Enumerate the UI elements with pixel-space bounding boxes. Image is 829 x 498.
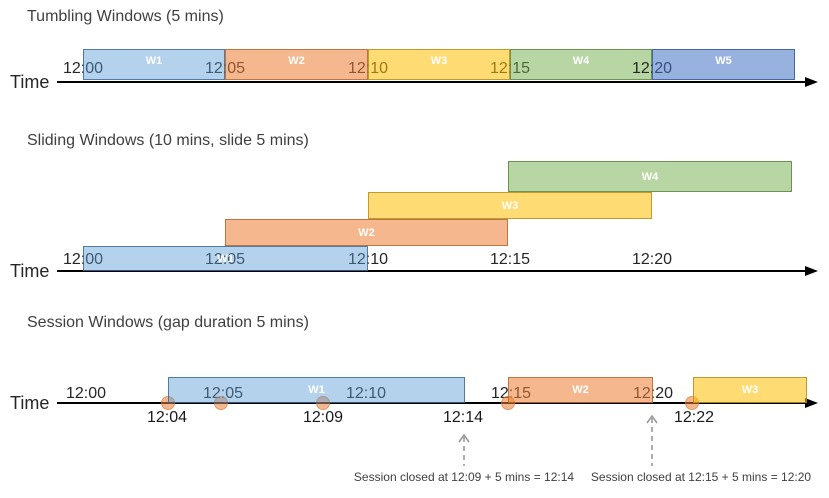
window-label: W3 xyxy=(430,55,448,67)
sliding-window-w2: W2 xyxy=(225,219,508,246)
tumbling-time-axis xyxy=(57,81,807,83)
event-time-label-1222: 12:22 xyxy=(673,409,715,426)
session-close-annotation-1: Session closed at 12:09 + 5 mins = 12:14 xyxy=(353,470,575,484)
window-label: W4 xyxy=(572,55,590,67)
session-close-annotation-2: Session closed at 12:15 + 5 mins = 12:20 xyxy=(590,470,812,484)
sliding-axis-arrowhead-icon xyxy=(805,266,818,276)
window-label: W1 xyxy=(308,384,325,396)
sliding-time-axis xyxy=(57,270,807,272)
event-marker-1209 xyxy=(316,396,330,410)
session-window-w3: W3 xyxy=(693,377,807,403)
tumbling-time-axis-label: Time xyxy=(10,72,50,92)
session-time-axis xyxy=(57,402,807,404)
sliding-window-w3: W3 xyxy=(368,192,652,219)
tumbling-section-title: Tumbling Windows (5 mins) xyxy=(27,8,224,25)
sliding-window-w4: W4 xyxy=(508,161,792,192)
session-close-arrow-2 xyxy=(646,414,658,466)
session-time-axis-label: Time xyxy=(10,393,50,413)
sliding-section-title: Sliding Windows (10 mins, slide 5 mins) xyxy=(27,132,309,149)
session-window-w2: W2 xyxy=(508,377,653,403)
window-label: W1 xyxy=(217,252,234,265)
tumbling-axis-arrowhead-icon xyxy=(805,77,818,87)
event-marker-1206 xyxy=(214,396,228,410)
event-time-label-1204: 12:04 xyxy=(146,409,188,426)
close-time-label-1214: 12:14 xyxy=(442,409,484,426)
window-label: W5 xyxy=(715,55,732,67)
session-section-title: Session Windows (gap duration 5 mins) xyxy=(27,314,309,331)
sliding-tick-1205: 12:05 xyxy=(204,251,246,268)
window-label: W2 xyxy=(358,226,375,239)
window-label: W3 xyxy=(501,199,519,212)
tumbling-window-w4: W4 xyxy=(510,49,652,80)
sliding-tick-1215: 12:15 xyxy=(489,251,531,268)
window-label: W2 xyxy=(288,55,305,67)
session-tick-1200: 12:00 xyxy=(65,385,107,402)
window-label: W3 xyxy=(741,384,759,396)
window-label: W2 xyxy=(572,384,589,396)
session-window-w1: W1 xyxy=(168,377,465,403)
tumbling-window-w3: W3 xyxy=(368,49,510,80)
session-tick-1205: 12:05 xyxy=(202,385,244,402)
window-label: W1 xyxy=(145,55,163,67)
sliding-tick-1220: 12:20 xyxy=(631,251,673,268)
event-time-label-1209: 12:09 xyxy=(302,409,344,426)
session-axis-arrowhead-icon xyxy=(805,398,818,408)
window-label: W4 xyxy=(641,170,659,183)
session-tick-1210: 12:10 xyxy=(345,385,387,402)
sliding-time-axis-label: Time xyxy=(10,261,50,281)
sliding-tick-1210: 12:10 xyxy=(347,251,389,268)
tumbling-window-w2: W2 xyxy=(225,49,368,80)
sliding-window-w1: W1 xyxy=(83,246,368,271)
tumbling-window-w5: W5 xyxy=(652,49,795,80)
tumbling-window-w1: W1 xyxy=(83,49,225,80)
session-close-arrow-1 xyxy=(458,433,470,466)
